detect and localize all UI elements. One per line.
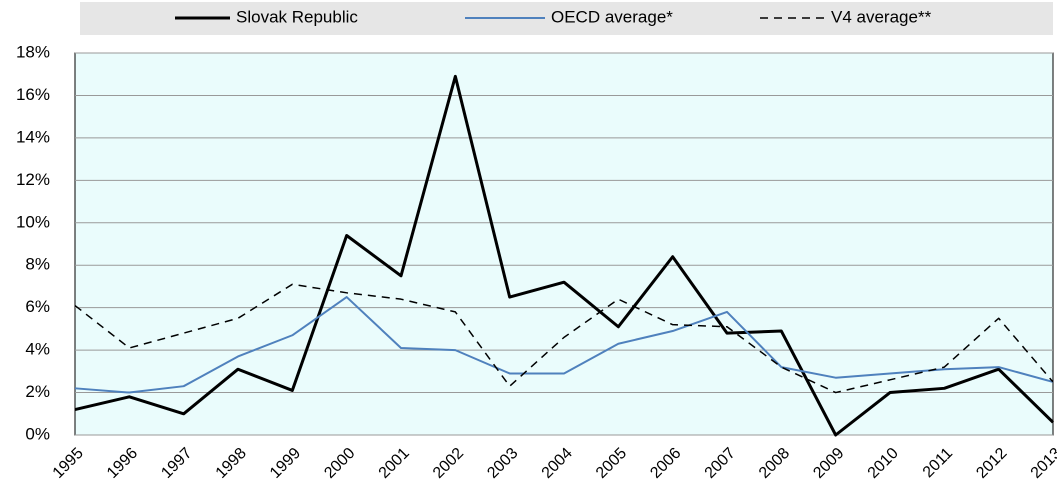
x-tick-label: 2010 [865, 445, 902, 480]
x-tick-label: 2008 [756, 445, 793, 480]
y-tick-label: 0% [25, 424, 50, 443]
x-tick-label: 2006 [647, 445, 684, 480]
y-tick-label: 2% [25, 382, 50, 401]
x-tick-label: 2012 [973, 445, 1010, 480]
x-tick-label: 1998 [213, 445, 250, 480]
x-tick-label: 1996 [104, 445, 141, 480]
x-tick-label: 2000 [321, 445, 358, 480]
legend-background [80, 2, 1053, 35]
y-tick-label: 8% [25, 255, 50, 274]
x-tick-label: 1995 [50, 445, 87, 480]
legend-label: OECD average* [551, 7, 673, 26]
legend-label: Slovak Republic [236, 7, 358, 26]
x-tick-label: 2007 [702, 445, 739, 480]
x-tick-label: 2009 [810, 445, 847, 480]
x-tick-label: 2013 [1028, 445, 1057, 480]
y-tick-label: 14% [16, 127, 50, 146]
x-tick-label: 2004 [539, 445, 576, 480]
y-tick-label: 16% [16, 85, 50, 104]
series-line [74, 296, 1054, 394]
series-line [74, 283, 1054, 394]
x-tick-label: 2001 [376, 445, 413, 480]
x-tick-label: 2011 [920, 445, 956, 480]
y-tick-label: 6% [25, 297, 50, 316]
x-tick-label: 2005 [593, 445, 630, 480]
x-tick-label: 1997 [158, 445, 195, 480]
y-tick-label: 18% [16, 42, 50, 61]
y-tick-label: 4% [25, 340, 50, 359]
plot-area [74, 52, 1054, 436]
legend-label: V4 average** [831, 7, 932, 26]
y-tick-label: 12% [16, 170, 50, 189]
series-line [74, 74, 1055, 437]
x-tick-label: 2003 [484, 445, 521, 480]
x-tick-label: 1999 [267, 445, 304, 480]
y-tick-label: 10% [16, 212, 50, 231]
x-tick-label: 2002 [430, 445, 467, 480]
